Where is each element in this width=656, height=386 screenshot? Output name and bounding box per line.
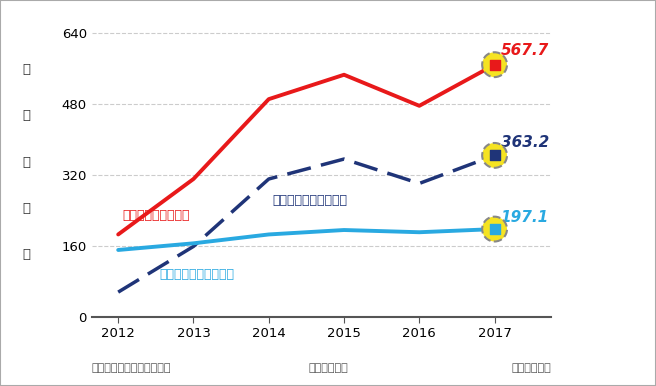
Point — [489, 62, 500, 68]
Point — [489, 152, 500, 159]
Text: 567.7: 567.7 — [501, 43, 549, 58]
Text: 位: 位 — [22, 109, 30, 122]
Text: 整理：彭汞䯞: 整理：彭汞䯞 — [308, 362, 348, 372]
Text: 國泰金累計稅後獲利: 國泰金累計稅後獲利 — [122, 209, 190, 222]
Point — [489, 62, 500, 68]
Text: 資料來源：國泰金控自結數: 資料來源：國泰金控自結數 — [92, 362, 171, 372]
Text: 單: 單 — [22, 63, 30, 76]
Text: 363.2: 363.2 — [501, 135, 549, 150]
Point — [489, 226, 500, 232]
Text: 繪圖：王英嵐: 繪圖：王英嵐 — [511, 362, 551, 372]
Point — [489, 152, 500, 159]
Point — [489, 226, 500, 232]
Text: 197.1: 197.1 — [501, 210, 549, 225]
Text: 元: 元 — [22, 248, 30, 261]
Text: 國泰世華累計稅後獲利: 國泰世華累計稅後獲利 — [159, 268, 235, 281]
Text: 國泰人壽累計稅後獲利: 國泰人壽累計稅後獲利 — [272, 193, 348, 207]
Text: 億: 億 — [22, 202, 30, 215]
Text: ：: ： — [22, 156, 30, 169]
